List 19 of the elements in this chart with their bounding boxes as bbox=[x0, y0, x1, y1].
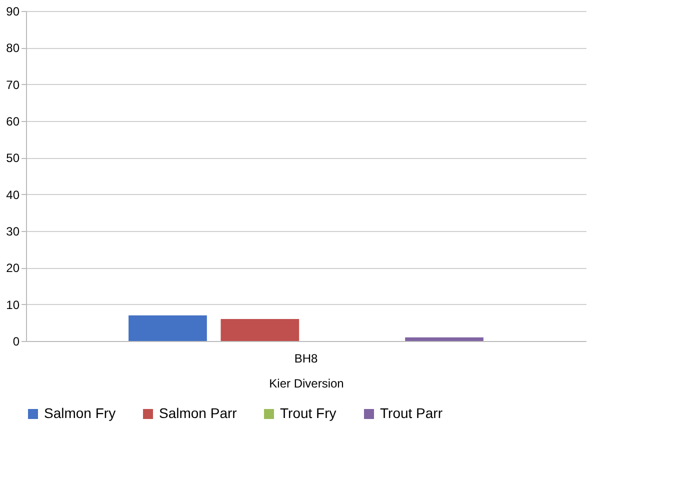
bar bbox=[220, 319, 300, 341]
y-tick-label: 70 bbox=[6, 78, 20, 92]
y-tick-label: 90 bbox=[6, 4, 20, 18]
legend-label: Salmon Parr bbox=[159, 405, 238, 421]
bar bbox=[405, 337, 484, 341]
legend-label: Trout Fry bbox=[280, 405, 336, 421]
y-tick-label: 10 bbox=[6, 298, 20, 312]
legend-label: Trout Parr bbox=[380, 405, 443, 421]
y-tick-label: 60 bbox=[6, 114, 20, 128]
y-tick-label: 40 bbox=[6, 188, 20, 202]
y-tick-label: 0 bbox=[12, 334, 20, 348]
y-tick-label: 80 bbox=[6, 41, 20, 56]
y-tick-label: 30 bbox=[6, 224, 20, 238]
legend-label: Salmon Fry bbox=[44, 405, 116, 421]
y-tick-label: 20 bbox=[6, 261, 20, 276]
x-axis-title: Kier Diversion bbox=[269, 376, 344, 390]
bar bbox=[128, 315, 207, 341]
y-tick-label: 50 bbox=[6, 151, 20, 166]
x-tick-label: BH8 bbox=[294, 352, 318, 366]
